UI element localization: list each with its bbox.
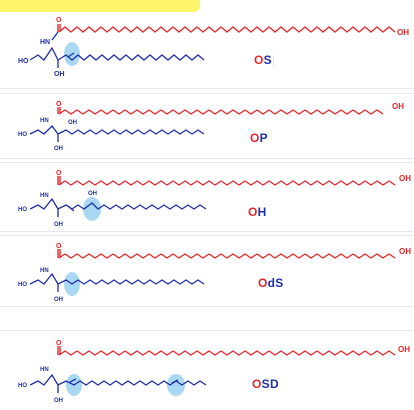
lipid-label-os: OS| <box>254 53 275 67</box>
label-class: P <box>259 131 268 145</box>
lipid-label-osd: OSD <box>252 377 279 391</box>
amide-nh: HN <box>40 268 49 274</box>
sphingoid-backbone <box>29 373 207 386</box>
terminal-hydroxyl: OH <box>392 102 404 111</box>
amide-nh: HN <box>40 118 49 124</box>
structure-panel-osd: O OH HN HO OH OSD <box>0 330 414 410</box>
fatty-acyl-chain <box>58 26 396 33</box>
carbonyl-oxygen: O <box>56 17 62 24</box>
fatty-acyl-chain <box>58 109 384 115</box>
os-structure: O OH HN HO OH <box>18 17 409 78</box>
fatty-acyl-chain <box>58 180 396 186</box>
structure-panel-oh: O OH HN OH HO OH OH <box>0 162 414 232</box>
carbonyl-oxygen: O <box>56 243 62 250</box>
secondary-hydroxyl: OH <box>54 71 65 78</box>
primary-hydroxyl: HO <box>18 282 27 288</box>
sphingoid-backbone <box>29 272 205 285</box>
terminal-hydroxyl: OH <box>397 28 409 37</box>
label-class: H <box>257 205 267 219</box>
fatty-acyl-chain <box>58 253 396 259</box>
sphingoid-backbone <box>29 197 207 210</box>
lipid-label-ods: OdS <box>258 276 284 290</box>
secondary-hydroxyl: OH <box>54 297 63 303</box>
label-prefix: O <box>250 131 260 145</box>
lipid-label-oh: OH <box>248 205 267 219</box>
structure-panel-op: O OH HN OH HO OH OP <box>0 93 414 159</box>
double-bond-highlight <box>83 197 101 221</box>
primary-hydroxyl: HO <box>18 58 29 65</box>
amide-nh: HN <box>40 367 49 373</box>
carbonyl-oxygen: O <box>56 101 62 108</box>
sphingoid-backbone <box>29 46 205 61</box>
phyto-hydroxyl: OH <box>68 120 77 126</box>
double-bond-highlight-2 <box>167 374 185 396</box>
title-highlight-bar <box>0 0 200 12</box>
op-structure: O OH HN OH HO OH <box>18 101 404 152</box>
label-prefix: O <box>252 377 262 391</box>
secondary-hydroxyl: OH <box>54 222 63 228</box>
secondary-hydroxyl: OH <box>54 398 63 404</box>
label-class: dS <box>267 276 284 290</box>
extra-hydroxyl: OH <box>88 191 97 197</box>
label-class: S <box>263 53 272 67</box>
osd-structure: O OH HN HO OH <box>18 340 410 404</box>
amide-nh: HN <box>40 193 49 199</box>
primary-hydroxyl: HO <box>18 132 27 138</box>
primary-hydroxyl: HO <box>18 383 27 389</box>
label-class: SD <box>261 377 279 391</box>
sphingoid-backbone <box>29 125 205 135</box>
terminal-hydroxyl: OH <box>399 247 411 256</box>
label-prefix: O <box>254 53 264 67</box>
secondary-hydroxyl: OH <box>54 146 63 152</box>
amide-nh: HN <box>40 39 50 46</box>
primary-hydroxyl: HO <box>18 207 27 213</box>
structure-panel-os: O OH HN HO OH OS| <box>0 10 414 89</box>
terminal-hydroxyl: OH <box>399 174 411 183</box>
label-trail: | <box>271 53 276 67</box>
structure-panel-ods: O OH HN HO OH OdS <box>0 235 414 307</box>
ods-structure: O OH HN HO OH <box>18 243 411 303</box>
oh-structure: O OH HN OH HO OH <box>18 170 411 228</box>
label-prefix: O <box>248 205 258 219</box>
terminal-hydroxyl: OH <box>398 345 410 354</box>
carbonyl-oxygen: O <box>56 170 62 177</box>
lipid-label-op: OP <box>250 131 268 145</box>
carbonyl-oxygen: O <box>56 340 62 347</box>
label-prefix: O <box>258 276 268 290</box>
fatty-acyl-chain <box>58 350 396 356</box>
